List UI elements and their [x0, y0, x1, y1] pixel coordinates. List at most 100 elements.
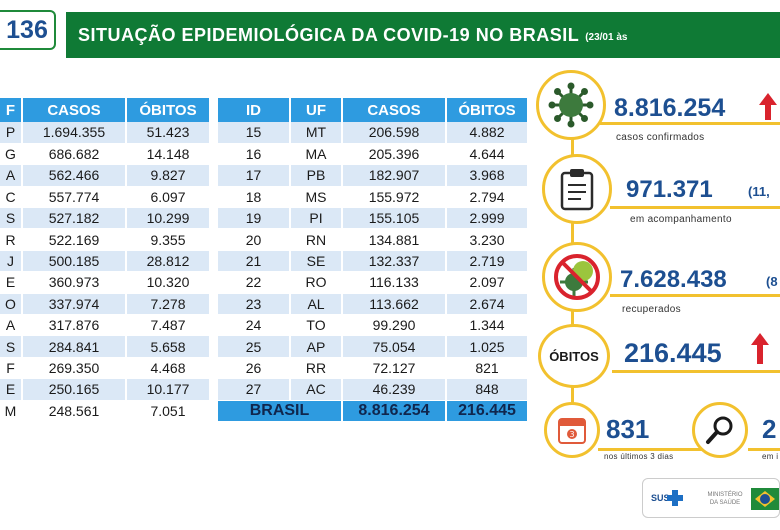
trend-up-arrow-icon [751, 333, 769, 345]
last-3-days-value: 831 [606, 414, 650, 444]
table-row: 15 MT 206.598 4.882 [218, 122, 529, 144]
column-header-uf: F [0, 98, 23, 122]
cell-id: 18 [218, 186, 291, 209]
cell-obitos: 2.097 [446, 271, 529, 294]
page-title: SITUAÇÃO EPIDEMIOLÓGICA DA COVID-19 NO B… [78, 24, 580, 45]
cell-uf: F [0, 357, 23, 380]
table-row: S 527.182 10.299 [0, 207, 211, 230]
title-banner: SITUAÇÃO EPIDEMIOLÓGICA DA COVID-19 NO B… [66, 12, 780, 58]
kpi-underline [610, 294, 780, 297]
cell-obitos: 1.344 [446, 314, 529, 337]
calendar-icon: 3 [544, 402, 600, 458]
table-row: A 562.466 9.827 [0, 164, 211, 187]
sus-cross-icon [667, 490, 683, 506]
column-header-obitos: ÓBITOS [446, 98, 529, 122]
table-row: 16 MA 205.396 4.644 [218, 143, 529, 166]
deaths-badge-label: ÓBITOS [549, 348, 599, 364]
cell-uf: J [0, 250, 23, 273]
cell-uf: A [0, 314, 23, 337]
cell-id: 17 [218, 164, 291, 187]
calendar-day: 3 [569, 430, 574, 439]
cell-casos: 206.598 [342, 122, 447, 144]
states-table-right: ID UF CASOS ÓBITOS 15 MT 206.598 4.882 16 MA 2… [218, 98, 529, 422]
cell-casos: 269.350 [22, 357, 127, 380]
recovered-value: 7.628.438 [620, 266, 727, 293]
table-row: 22 RO 116.133 2.097 [218, 271, 529, 294]
cell-casos: 686.682 [22, 143, 127, 166]
cell-uf: O [0, 293, 23, 316]
cell-casos: 182.907 [342, 164, 447, 187]
investigation-value: 2 [762, 414, 777, 444]
cell-obitos: 2.674 [446, 293, 529, 316]
cell-obitos: 4.882 [446, 122, 529, 144]
cell-uf: M [0, 400, 23, 422]
cell-uf: PB [290, 164, 343, 187]
cell-casos: 284.841 [22, 335, 127, 358]
cell-uf: S [0, 207, 23, 230]
cell-id: 27 [218, 378, 291, 401]
cell-casos: 205.396 [342, 143, 447, 166]
cell-obitos: 4.468 [126, 357, 211, 380]
cell-obitos: 7.051 [126, 400, 211, 422]
cell-id: 20 [218, 228, 291, 251]
cell-casos: 250.165 [22, 378, 127, 401]
cell-id: 24 [218, 314, 291, 337]
cell-uf: R [0, 228, 23, 251]
table-row: 25 AP 75.054 1.025 [218, 335, 529, 358]
table-row: 20 RN 134.881 3.230 [218, 228, 529, 251]
cell-casos: 317.876 [22, 314, 127, 337]
table-row: 27 AC 46.239 848 [218, 378, 529, 401]
column-header-casos: CASOS [342, 98, 447, 122]
phone-number-text: 136 [6, 15, 48, 44]
table-row: S 284.841 5.658 [0, 335, 211, 358]
recovered-label: recuperados [622, 304, 681, 315]
cell-uf: E [0, 271, 23, 294]
cell-obitos: 51.423 [126, 122, 211, 144]
table-row: E 250.165 10.177 [0, 378, 211, 401]
kpi-underline [600, 122, 780, 125]
cell-uf: RR [290, 357, 343, 380]
cell-casos: 562.466 [22, 164, 127, 187]
government-logos: SUS MINISTÉRIO DA SAÚDE [642, 478, 780, 518]
trend-up-arrow-icon [759, 93, 777, 105]
ministry-text: MINISTÉRIO DA SAÚDE [707, 492, 743, 506]
confirmed-cases-label: casos confirmados [616, 132, 705, 143]
deaths-badge: ÓBITOS [538, 324, 610, 388]
table-row: 19 PI 155.105 2.999 [218, 207, 529, 230]
cell-casos: 72.127 [342, 357, 447, 380]
monitoring-percent: (11, [748, 184, 770, 199]
cell-obitos: 10.299 [126, 207, 211, 230]
update-date: (23/01 às [585, 31, 628, 43]
cell-id: 26 [218, 357, 291, 380]
cell-casos: 99.290 [342, 314, 447, 337]
trend-up-arrow-shaft [765, 104, 771, 120]
table-row: 17 PB 182.907 3.968 [218, 164, 529, 187]
cell-casos: 75.054 [342, 335, 447, 358]
cell-casos: 132.337 [342, 250, 447, 273]
last-3-days-label: nos últimos 3 dias [604, 452, 674, 461]
monitoring-value: 971.371 [626, 176, 713, 203]
recovered-percent: (8 [766, 274, 778, 289]
cell-id: 22 [218, 271, 291, 294]
cell-uf: E [0, 378, 23, 401]
table-row: 24 TO 99.290 1.344 [218, 314, 529, 337]
cell-uf: MS [290, 186, 343, 209]
total-label: BRASIL [218, 400, 343, 422]
confirmed-cases-value: 8.816.254 [614, 94, 726, 122]
kpi-underline [610, 206, 780, 209]
cell-casos: 155.105 [342, 207, 447, 230]
brasil-total-row: BRASIL 8.816.254 216.445 [218, 400, 529, 422]
cell-id: 16 [218, 143, 291, 166]
cell-obitos: 3.968 [446, 164, 529, 187]
cell-casos: 522.169 [22, 228, 127, 251]
cell-obitos: 6.097 [126, 186, 211, 209]
cell-casos: 46.239 [342, 378, 447, 401]
table-row: R 522.169 9.355 [0, 228, 211, 251]
cell-obitos: 28.812 [126, 250, 211, 273]
cell-obitos: 7.487 [126, 314, 211, 337]
cell-casos: 337.974 [22, 293, 127, 316]
table-row: E 360.973 10.320 [0, 271, 211, 294]
table-row: 21 SE 132.337 2.719 [218, 250, 529, 273]
table-row: C 557.774 6.097 [0, 186, 211, 209]
total-obitos: 216.445 [446, 400, 529, 422]
